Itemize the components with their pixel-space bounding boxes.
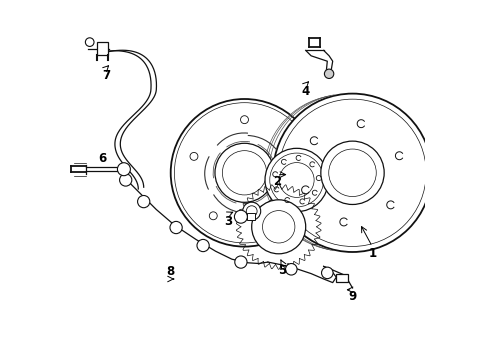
- Circle shape: [290, 152, 298, 160]
- Circle shape: [234, 256, 246, 268]
- Circle shape: [262, 211, 294, 243]
- Circle shape: [278, 99, 425, 247]
- Circle shape: [190, 152, 198, 160]
- Text: 4: 4: [301, 85, 309, 98]
- Bar: [97, 42, 108, 55]
- Circle shape: [234, 210, 247, 223]
- Circle shape: [320, 141, 384, 204]
- Circle shape: [170, 99, 318, 247]
- Bar: [247, 213, 255, 220]
- Circle shape: [222, 150, 266, 195]
- Circle shape: [85, 38, 94, 46]
- Circle shape: [271, 212, 279, 220]
- Circle shape: [285, 264, 296, 275]
- Circle shape: [137, 195, 149, 208]
- Bar: [336, 274, 347, 282]
- Text: 2: 2: [272, 175, 281, 188]
- Circle shape: [269, 153, 323, 207]
- Circle shape: [170, 221, 182, 234]
- Circle shape: [242, 202, 260, 220]
- Circle shape: [321, 267, 332, 279]
- Text: 7: 7: [102, 69, 110, 82]
- Circle shape: [117, 163, 130, 176]
- Circle shape: [251, 200, 305, 254]
- Circle shape: [324, 69, 333, 78]
- Circle shape: [279, 163, 313, 197]
- Text: 9: 9: [347, 291, 356, 303]
- Text: 3: 3: [224, 215, 232, 228]
- Circle shape: [240, 116, 248, 123]
- Circle shape: [174, 103, 314, 243]
- Text: 5: 5: [278, 264, 286, 276]
- Circle shape: [197, 239, 209, 252]
- Circle shape: [328, 149, 375, 197]
- Circle shape: [246, 206, 257, 217]
- Circle shape: [273, 94, 431, 252]
- Circle shape: [209, 212, 217, 220]
- Text: 1: 1: [367, 247, 376, 260]
- Circle shape: [215, 143, 273, 202]
- Text: 8: 8: [166, 265, 175, 278]
- Circle shape: [264, 148, 328, 212]
- Circle shape: [120, 174, 132, 186]
- Text: 6: 6: [98, 152, 106, 165]
